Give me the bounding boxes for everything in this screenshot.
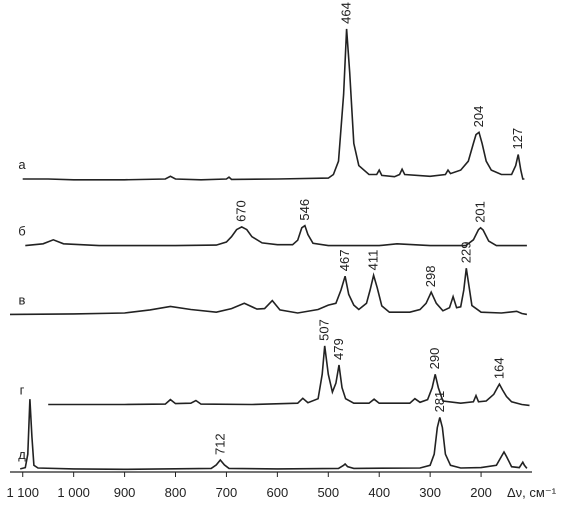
peak-label: 164: [491, 357, 506, 379]
spectrum-line: [20, 399, 528, 471]
peak-label: 201: [473, 201, 488, 223]
peak-label: 1086: [34, 0, 63, 3]
x-tick-label: 300: [419, 485, 441, 500]
peak-label: 127: [510, 128, 525, 150]
x-tick-label: 800: [165, 485, 187, 500]
series-label: г: [20, 383, 25, 398]
x-tick-label: 1 000: [57, 485, 90, 500]
x-tick-label: 900: [114, 485, 136, 500]
spectrum-line: [25, 224, 527, 247]
series-label: б: [18, 224, 25, 239]
peak-label: 712: [212, 433, 227, 455]
peak-label: 670: [234, 200, 249, 222]
spectrum-line: [9, 268, 528, 316]
peak-label: 464: [339, 2, 354, 24]
series-label: д: [18, 447, 26, 462]
peak-label: 411: [366, 250, 381, 271]
x-tick-label: 700: [216, 485, 238, 500]
peak-label: 546: [297, 199, 312, 221]
spectrum-line: [22, 28, 525, 181]
peak-label: 479: [331, 338, 346, 360]
peak-label: 507: [317, 319, 332, 341]
x-axis-label: Δν, см⁻¹: [507, 485, 557, 500]
spectrum-line: [48, 345, 530, 407]
x-tick-label: 1 100: [6, 485, 39, 500]
peak-label: 467: [337, 249, 352, 271]
x-tick-label: 600: [267, 485, 289, 500]
peak-label: 281: [432, 391, 447, 413]
x-tick-label: 200: [470, 485, 492, 500]
peak-label: 204: [471, 106, 486, 128]
x-tick-label: 500: [317, 485, 339, 500]
peak-label: 298: [423, 265, 438, 287]
series-label: в: [19, 292, 26, 307]
x-tick-label: 400: [368, 485, 390, 500]
peak-label: 229: [458, 242, 473, 264]
series-label: а: [18, 157, 26, 172]
peak-label: 290: [427, 348, 442, 370]
